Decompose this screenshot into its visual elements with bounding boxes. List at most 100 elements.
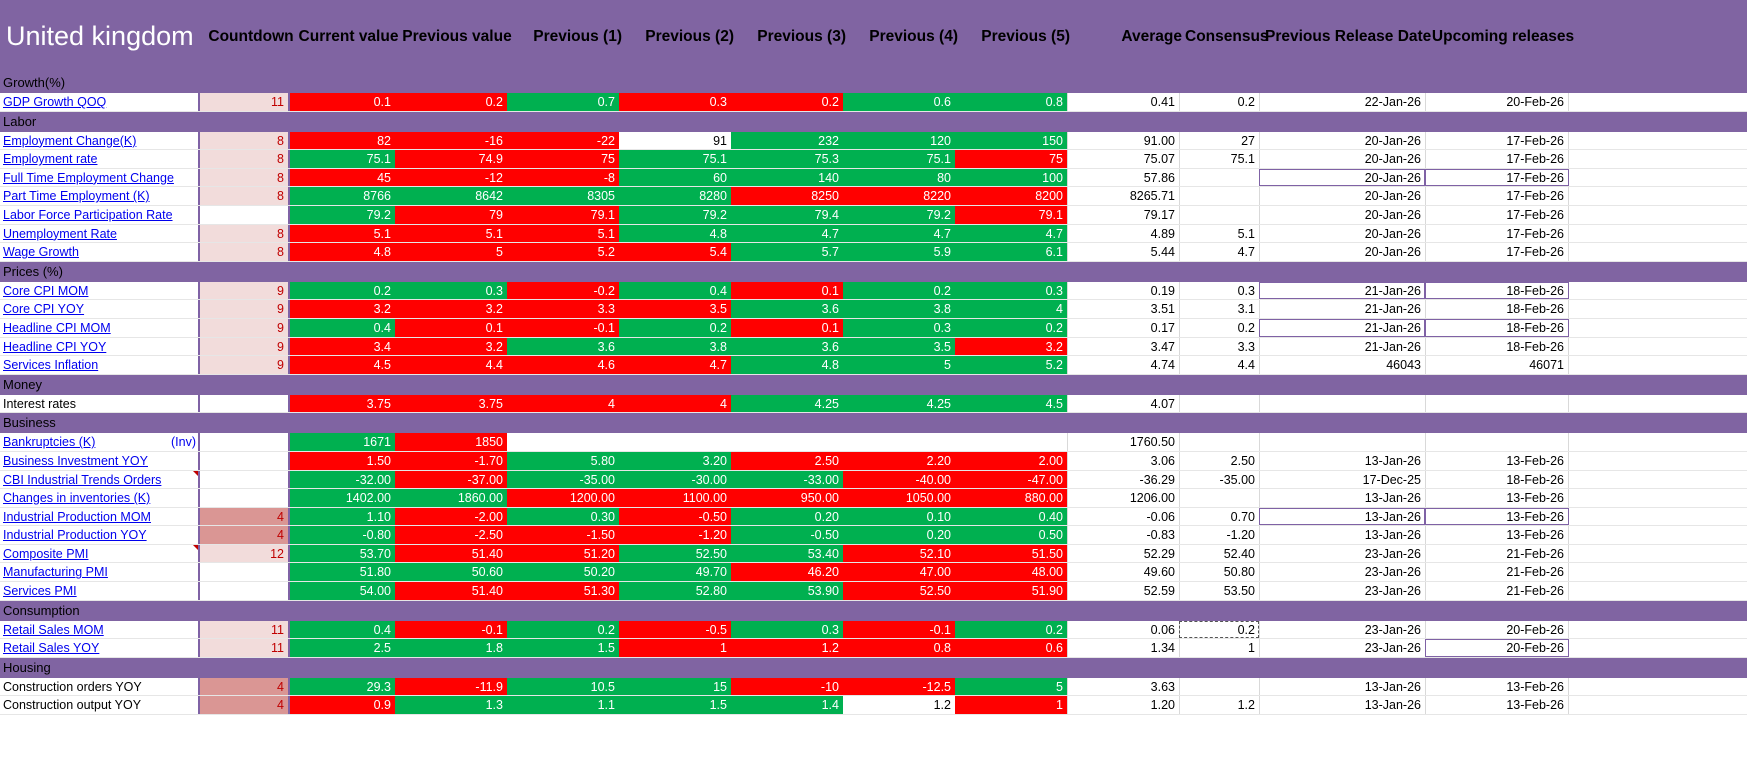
- consensus-cell[interactable]: -1.20: [1179, 526, 1259, 544]
- countdown-cell[interactable]: 9: [200, 356, 290, 374]
- previous-value-cell[interactable]: 51.40: [395, 544, 507, 563]
- average-cell[interactable]: -36.29: [1067, 470, 1179, 489]
- upcoming-release-cell[interactable]: 20-Feb-26: [1425, 639, 1569, 657]
- upcoming-release-cell[interactable]: 13-Feb-26: [1425, 677, 1569, 696]
- consensus-cell[interactable]: [1179, 489, 1259, 507]
- countdown-cell[interactable]: 11: [200, 620, 290, 639]
- consensus-cell[interactable]: [1179, 394, 1259, 413]
- countdown-cell[interactable]: [200, 451, 290, 470]
- previous-value-cell[interactable]: -2.00: [395, 507, 507, 526]
- previous-3-cell[interactable]: 1.4: [731, 696, 843, 715]
- previous-4-cell[interactable]: -0.1: [843, 620, 955, 639]
- current-value-cell[interactable]: 1402.00: [290, 489, 395, 507]
- previous-5-cell[interactable]: 5.2: [955, 356, 1067, 374]
- previous-4-cell[interactable]: 0.3: [843, 318, 955, 337]
- column-header-consensus[interactable]: Consensus: [1185, 27, 1269, 45]
- countdown-cell[interactable]: 4: [200, 677, 290, 696]
- average-cell[interactable]: 75.07: [1067, 150, 1179, 168]
- indicator-link[interactable]: Labor Force Participation Rate: [0, 205, 200, 224]
- previous-value-cell[interactable]: 1.8: [395, 639, 507, 657]
- previous-release-date-cell[interactable]: 17-Dec-25: [1259, 470, 1425, 489]
- previous-3-cell[interactable]: 0.2: [731, 93, 843, 111]
- previous-2-cell[interactable]: 0.3: [619, 93, 731, 111]
- previous-5-cell[interactable]: 8200: [955, 187, 1067, 205]
- previous-2-cell[interactable]: -30.00: [619, 470, 731, 489]
- previous-value-cell[interactable]: 74.9: [395, 150, 507, 168]
- previous-1-cell[interactable]: 5.1: [507, 224, 619, 243]
- previous-3-cell[interactable]: 4.7: [731, 224, 843, 243]
- previous-1-cell[interactable]: 51.20: [507, 544, 619, 563]
- previous-2-cell[interactable]: -1.20: [619, 526, 731, 544]
- countdown-cell[interactable]: 8: [200, 168, 290, 187]
- previous-2-cell[interactable]: -0.50: [619, 507, 731, 526]
- previous-value-cell[interactable]: 3.2: [395, 337, 507, 356]
- previous-1-cell[interactable]: 51.30: [507, 582, 619, 600]
- current-value-cell[interactable]: 3.2: [290, 300, 395, 318]
- previous-5-cell[interactable]: 79.1: [955, 205, 1067, 224]
- indicator-name[interactable]: Business Investment YOY: [3, 453, 148, 468]
- indicator-link[interactable]: Services PMI: [0, 582, 200, 600]
- upcoming-release-cell[interactable]: 17-Feb-26: [1425, 243, 1569, 261]
- countdown-cell[interactable]: [200, 563, 290, 582]
- column-header-previous-2[interactable]: Previous (2): [645, 27, 734, 45]
- previous-2-cell[interactable]: 52.80: [619, 582, 731, 600]
- consensus-cell[interactable]: [1179, 433, 1259, 451]
- previous-5-cell[interactable]: 0.2: [955, 620, 1067, 639]
- average-cell[interactable]: 1.20: [1067, 696, 1179, 715]
- previous-4-cell[interactable]: 80: [843, 168, 955, 187]
- current-value-cell[interactable]: 51.80: [290, 563, 395, 582]
- countdown-cell[interactable]: [200, 489, 290, 507]
- previous-1-cell[interactable]: 4.6: [507, 356, 619, 374]
- previous-2-cell[interactable]: 8280: [619, 187, 731, 205]
- previous-1-cell[interactable]: 5.2: [507, 243, 619, 261]
- indicator-link[interactable]: Industrial Production MOM: [0, 507, 200, 526]
- previous-release-date-cell[interactable]: 13-Jan-26: [1259, 489, 1425, 507]
- consensus-cell[interactable]: 1.2: [1179, 696, 1259, 715]
- current-value-cell[interactable]: 75.1: [290, 150, 395, 168]
- previous-value-cell[interactable]: 50.60: [395, 563, 507, 582]
- upcoming-release-cell[interactable]: 18-Feb-26: [1425, 318, 1569, 337]
- previous-5-cell[interactable]: 6.1: [955, 243, 1067, 261]
- previous-5-cell[interactable]: 0.6: [955, 639, 1067, 657]
- indicator-name[interactable]: Composite PMI: [3, 546, 89, 561]
- previous-release-date-cell[interactable]: 23-Jan-26: [1259, 582, 1425, 600]
- column-header-previous-3[interactable]: Previous (3): [757, 27, 846, 45]
- average-cell[interactable]: 4.74: [1067, 356, 1179, 374]
- previous-1-cell[interactable]: 1200.00: [507, 489, 619, 507]
- previous-3-cell[interactable]: 75.3: [731, 150, 843, 168]
- previous-1-cell[interactable]: 4: [507, 394, 619, 413]
- upcoming-release-cell[interactable]: 13-Feb-26: [1425, 507, 1569, 526]
- previous-4-cell[interactable]: 1050.00: [843, 489, 955, 507]
- column-header-upcoming-releases[interactable]: Upcoming releases: [1431, 27, 1575, 45]
- current-value-cell[interactable]: 53.70: [290, 544, 395, 563]
- previous-5-cell[interactable]: 1: [955, 696, 1067, 715]
- indicator-name[interactable]: Services Inflation: [3, 358, 99, 373]
- previous-release-date-cell[interactable]: 20-Jan-26: [1259, 205, 1425, 224]
- previous-release-date-cell[interactable]: 21-Jan-26: [1259, 300, 1425, 318]
- countdown-cell[interactable]: 12: [200, 544, 290, 563]
- consensus-cell[interactable]: 1: [1179, 639, 1259, 657]
- current-value-cell[interactable]: 3.75: [290, 394, 395, 413]
- countdown-cell[interactable]: 8: [200, 150, 290, 168]
- indicator-name[interactable]: Labor Force Participation Rate: [3, 207, 173, 222]
- previous-4-cell[interactable]: 0.20: [843, 526, 955, 544]
- previous-4-cell[interactable]: 4.7: [843, 224, 955, 243]
- previous-5-cell[interactable]: 4.5: [955, 394, 1067, 413]
- previous-release-date-cell[interactable]: 20-Jan-26: [1259, 224, 1425, 243]
- indicator-link[interactable]: Wage Growth: [0, 243, 200, 261]
- column-header-previous-4[interactable]: Previous (4): [869, 27, 958, 45]
- consensus-cell[interactable]: 0.2: [1179, 620, 1259, 639]
- indicator-name[interactable]: Employment rate: [3, 152, 98, 167]
- indicator-name[interactable]: GDP Growth QOQ: [3, 95, 107, 109]
- consensus-cell[interactable]: [1179, 187, 1259, 205]
- previous-2-cell[interactable]: 3.20: [619, 451, 731, 470]
- indicator-link[interactable]: Headline CPI MOM: [0, 318, 200, 337]
- upcoming-release-cell[interactable]: 18-Feb-26: [1425, 281, 1569, 300]
- indicator-name[interactable]: Retail Sales MOM: [3, 622, 104, 637]
- consensus-cell[interactable]: 52.40: [1179, 544, 1259, 563]
- previous-release-date-cell[interactable]: 23-Jan-26: [1259, 639, 1425, 657]
- countdown-cell[interactable]: 9: [200, 300, 290, 318]
- consensus-cell[interactable]: 0.3: [1179, 281, 1259, 300]
- average-cell[interactable]: 1760.50: [1067, 433, 1179, 451]
- previous-2-cell[interactable]: 1100.00: [619, 489, 731, 507]
